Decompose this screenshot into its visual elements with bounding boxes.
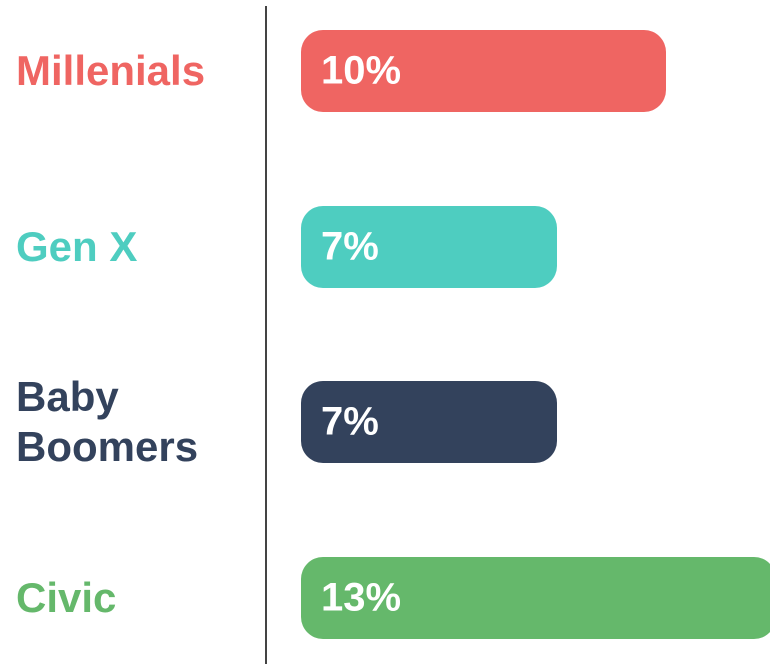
category-label: Baby Boomers <box>16 373 199 470</box>
bar: 7% <box>301 381 557 463</box>
value-label: 7% <box>321 224 379 268</box>
bar: 13% <box>301 556 770 639</box>
axis-line <box>265 6 267 664</box>
category-label: Gen X <box>16 222 138 270</box>
value-label: 10% <box>321 48 402 93</box>
category-label: Millenials <box>16 47 206 94</box>
bar: 7% <box>301 205 557 288</box>
category-label: Civic <box>16 573 117 621</box>
value-label: 13% <box>321 575 402 619</box>
bar: 10% <box>301 30 667 112</box>
value-label: 7% <box>321 399 379 444</box>
